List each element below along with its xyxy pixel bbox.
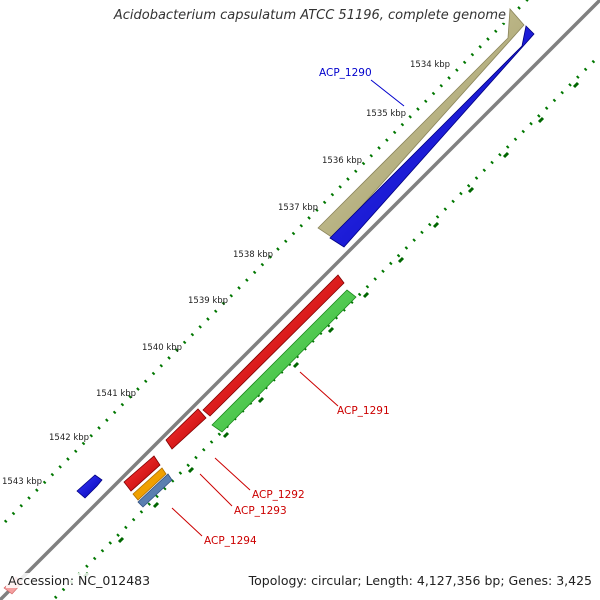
gene-small-blue[interactable] bbox=[76, 474, 103, 499]
label-leader-lines bbox=[171, 79, 405, 537]
gene-acp-1293[interactable] bbox=[123, 455, 161, 492]
gene-label-acp-1291[interactable]: ACP_1291 bbox=[337, 405, 390, 417]
orf-feature-khaki[interactable] bbox=[317, 8, 525, 239]
kbp-label: 1536 kbp bbox=[322, 156, 362, 166]
orf-feature-green[interactable] bbox=[211, 289, 357, 433]
gene-label-acp-1290[interactable]: ACP_1290 bbox=[319, 67, 372, 79]
gene-label-acp-1294[interactable]: ACP_1294 bbox=[204, 535, 257, 547]
outer-tick-track bbox=[3, 0, 530, 524]
kbp-label: 1541 kbp bbox=[96, 389, 136, 399]
gene-acp-1292[interactable] bbox=[165, 408, 207, 450]
gene-label-acp-1293[interactable]: ACP_1293 bbox=[234, 505, 287, 517]
orf-feature-orange[interactable] bbox=[132, 467, 167, 501]
accession-label: Accession: NC_012483 bbox=[6, 573, 153, 588]
kbp-label: 1539 kbp bbox=[188, 296, 228, 306]
kbp-label: 1534 kbp bbox=[410, 60, 450, 70]
inner-tick-track bbox=[53, 53, 600, 600]
kbp-label: 1535 kbp bbox=[366, 109, 406, 119]
kbp-label: 1538 kbp bbox=[233, 250, 273, 260]
kbp-label: 1537 kbp bbox=[278, 203, 318, 213]
kbp-ruler-labels: 1534 kbp 1535 kbp 1536 kbp 1537 kbp 1538… bbox=[2, 60, 450, 487]
kbp-label: 1543 kbp bbox=[2, 477, 42, 487]
gene-labels: ACP_1290 ACP_1291 ACP_1292 ACP_1293 ACP_… bbox=[204, 67, 390, 547]
map-title-text: Acidobacterium capsulatum ATCC 51196, co… bbox=[111, 8, 508, 23]
genome-summary-label: Topology: circular; Length: 4,127,356 bp… bbox=[246, 573, 594, 588]
map-title: Acidobacterium capsulatum ATCC 51196, co… bbox=[0, 8, 600, 30]
gene-acp-1290[interactable] bbox=[329, 25, 535, 248]
kbp-label: 1540 kbp bbox=[142, 343, 182, 353]
gene-acp-1291[interactable] bbox=[202, 274, 345, 417]
inner-major-ticks bbox=[82, 81, 580, 579]
orf-feature-steel[interactable] bbox=[137, 473, 173, 508]
kbp-label: 1542 kbp bbox=[49, 433, 89, 443]
gene-label-acp-1292[interactable]: ACP_1292 bbox=[252, 489, 305, 501]
